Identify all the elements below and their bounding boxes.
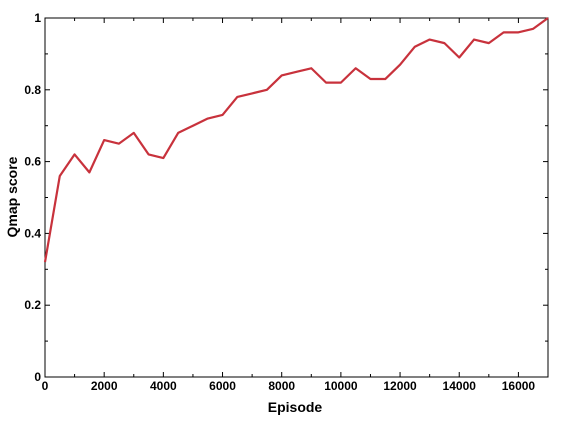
y-tick-label: 0.8 <box>24 83 41 97</box>
y-tick-label: 0.2 <box>24 298 41 312</box>
x-tick-label: 8000 <box>268 379 295 393</box>
y-tick-label: 1 <box>34 11 41 25</box>
x-axis-title: Episode <box>268 399 323 415</box>
x-tick-label: 2000 <box>91 379 118 393</box>
x-tick-label: 10000 <box>324 379 358 393</box>
series-line <box>43 17 549 263</box>
x-tick-label: 0 <box>42 379 49 393</box>
y-tick-label: 0.4 <box>24 226 41 240</box>
y-tick-label: 0.6 <box>24 155 41 169</box>
x-tick-label: 12000 <box>383 379 417 393</box>
y-tick-label: 0 <box>34 370 41 384</box>
x-tick-label: 4000 <box>150 379 177 393</box>
x-tick-label: 14000 <box>443 379 477 393</box>
y-axis-title: Qmap score <box>4 156 20 237</box>
x-tick-label: 16000 <box>502 379 536 393</box>
x-tick-label: 6000 <box>209 379 236 393</box>
